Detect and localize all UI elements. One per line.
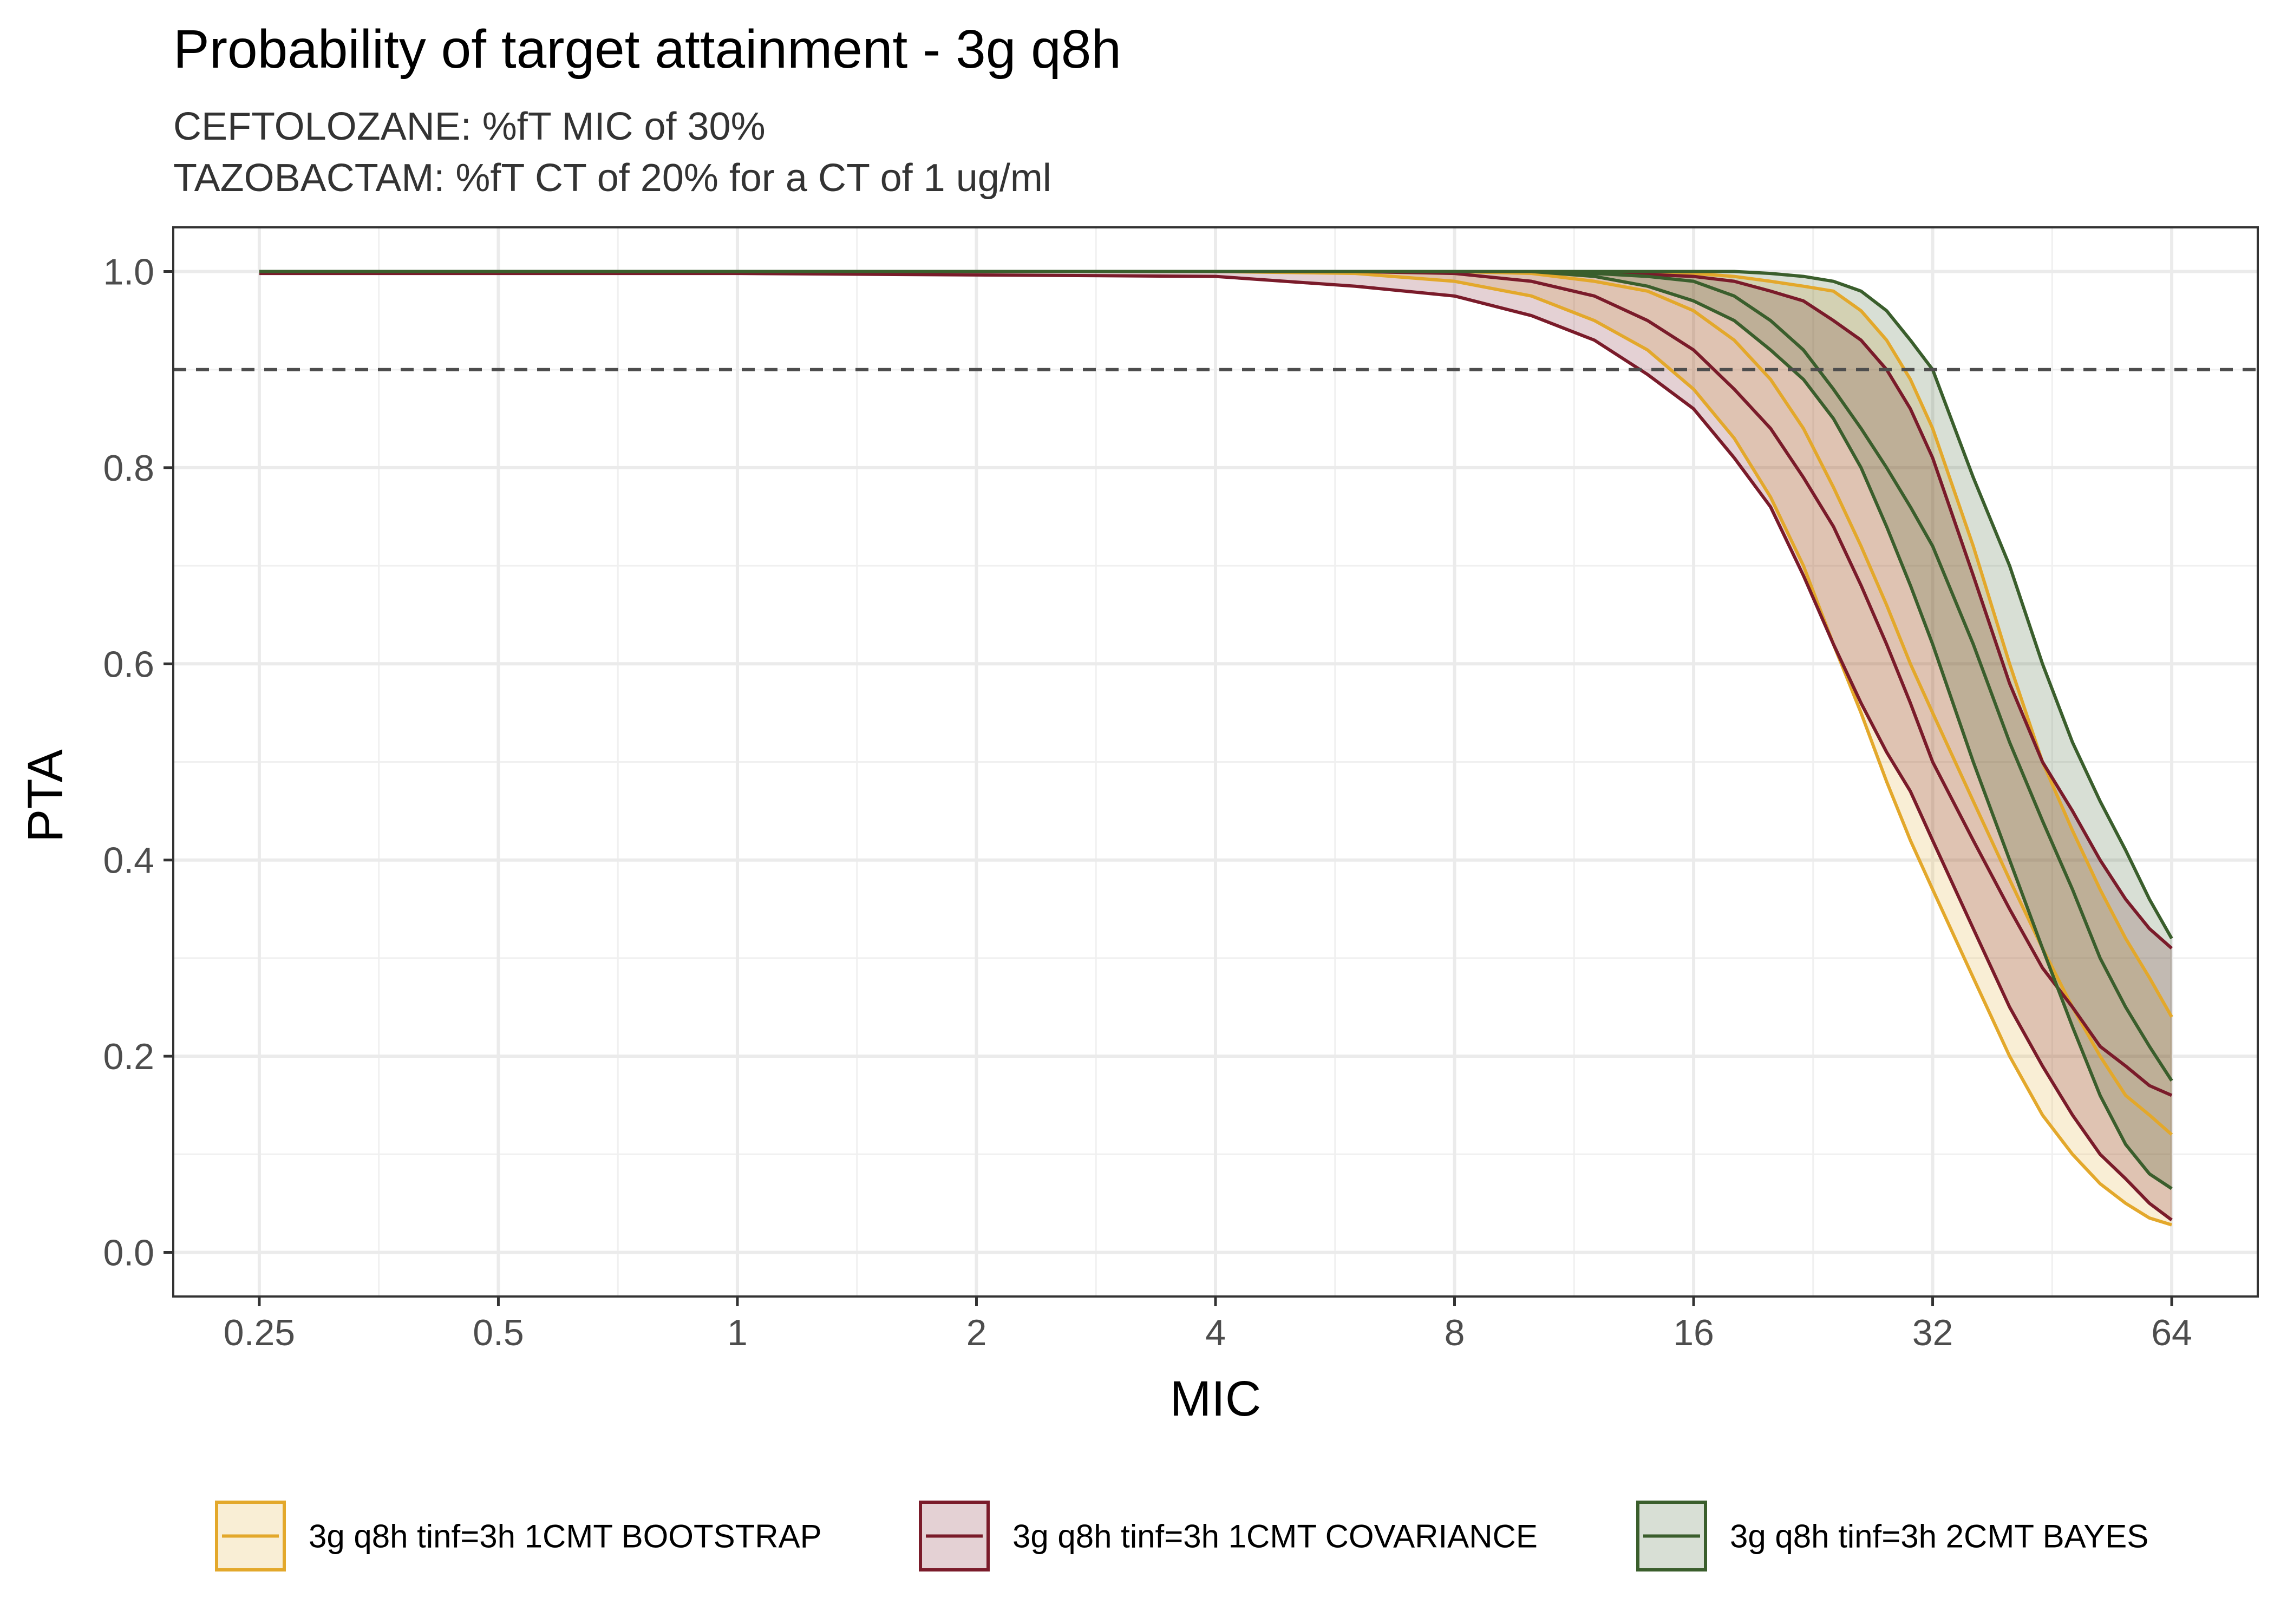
y-tick-label: 0.8	[103, 448, 154, 489]
series-lines	[259, 270, 2173, 1227]
x-tick-label: 1	[727, 1312, 748, 1353]
y-axis-title: PTA	[18, 749, 73, 842]
x-tick-label: 0.5	[473, 1312, 524, 1353]
legend: 3g q8h tinf=3h 1CMT BOOTSTRAP 3g q8h tinf…	[215, 1501, 2148, 1571]
legend-label-2: 3g q8h tinf=3h 2CMT BAYES	[1730, 1518, 2148, 1555]
grid-major	[173, 227, 2258, 1296]
x-tick-label: 32	[1912, 1312, 1953, 1353]
x-tick-label: 8	[1445, 1312, 1465, 1353]
y-tick-label: 1.0	[103, 252, 154, 293]
x-tick-label: 2	[966, 1312, 987, 1353]
y-tick-label: 0.0	[103, 1232, 154, 1273]
series-line-1-lower	[259, 272, 2173, 1222]
legend-label-0: 3g q8h tinf=3h 1CMT BOOTSTRAP	[309, 1518, 822, 1555]
x-tick-label: 16	[1673, 1312, 1714, 1353]
legend-label-1: 3g q8h tinf=3h 1CMT COVARIANCE	[1012, 1518, 1538, 1555]
series-line-2-lower	[259, 270, 2173, 1190]
chart-subtitle-line-2: TAZOBACTAM: %fT CT of 20% for a CT of 1 …	[173, 156, 1051, 200]
y-tick-label: 0.2	[103, 1036, 154, 1077]
y-tick-label: 0.4	[103, 840, 154, 881]
x-tick-label: 64	[2151, 1312, 2192, 1353]
x-axis: 0.25 0.5 1 2 4 8 16 32 64	[224, 1296, 2192, 1353]
chart-title: Probability of target attainment - 3g q8…	[173, 19, 1121, 80]
chart-subtitle-line-1: CEFTOLOZANE: %fT MIC of 30%	[173, 105, 766, 148]
y-axis: 0.0 0.2 0.4 0.6 0.8 1.0	[103, 252, 173, 1273]
y-tick-label: 0.6	[103, 644, 154, 685]
x-tick-label: 4	[1205, 1312, 1226, 1353]
series-line-1-median	[259, 270, 2173, 1097]
x-axis-title: MIC	[1170, 1371, 1262, 1426]
x-tick-label: 0.25	[224, 1312, 295, 1353]
